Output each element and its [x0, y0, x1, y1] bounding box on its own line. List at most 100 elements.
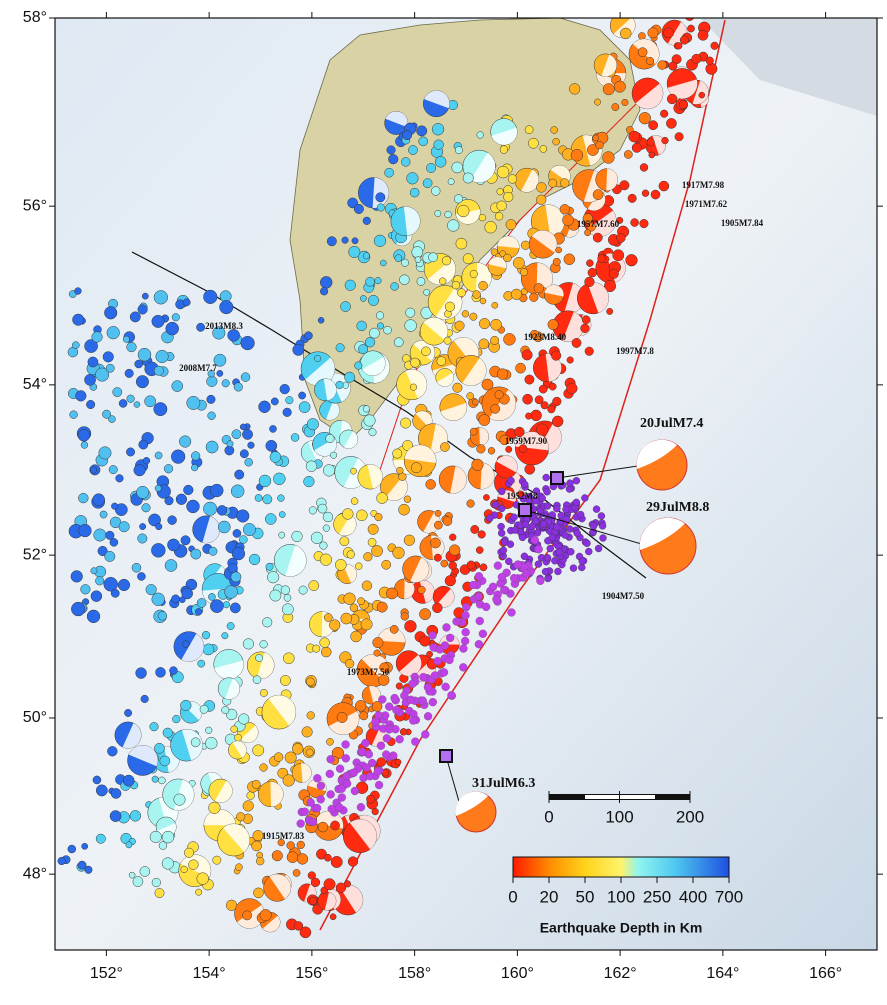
quake-dot [219, 300, 234, 315]
quake-dot [173, 793, 186, 806]
quake-dot [122, 774, 135, 787]
depth-tick-label: 400 [679, 887, 707, 906]
quake-dot [337, 793, 347, 802]
focal-wedge [562, 311, 584, 342]
quake-dot [208, 593, 216, 601]
y-tick-label: 50° [23, 709, 47, 726]
focal-wedge [635, 83, 663, 109]
depth-tick-label: 0 [508, 887, 517, 906]
quake-dot [417, 585, 426, 594]
quake-dot [154, 451, 163, 460]
quake-dot [347, 856, 359, 867]
quake-dot [358, 344, 369, 355]
quake-dot [186, 499, 200, 514]
quake-dot [592, 134, 599, 142]
quake-dot [657, 60, 667, 70]
quake-dot [258, 400, 271, 413]
depth-tick-label: 250 [643, 887, 671, 906]
event-label: 1904M7.50 [602, 591, 645, 601]
quake-dot [253, 887, 264, 899]
quake-dot [108, 465, 118, 475]
quake-dot [308, 817, 318, 827]
quake-dot [191, 451, 201, 461]
quake-dot [373, 767, 383, 776]
quake-dot [510, 513, 518, 521]
quake-dot [305, 748, 314, 757]
focal-wedge [636, 439, 677, 469]
quake-dot [262, 494, 273, 505]
focal-wedge [181, 633, 204, 662]
quake-dot [110, 788, 122, 799]
quake-dot [374, 277, 382, 285]
focal-wedge [436, 588, 455, 608]
focal-wedge [480, 462, 495, 490]
quake-dot [382, 734, 392, 743]
quake-dot [281, 603, 294, 616]
quake-dot [74, 287, 82, 295]
quake-dot [282, 652, 295, 665]
quake-dot [390, 693, 399, 703]
quake-dot [351, 237, 359, 245]
quake-dot [181, 587, 193, 600]
quake-dot [67, 844, 77, 854]
quake-dot [440, 442, 450, 452]
quake-dot [581, 494, 589, 502]
quake-dot [259, 640, 268, 649]
quake-dot [314, 354, 322, 362]
quake-dot [322, 511, 334, 523]
quake-dot [421, 730, 430, 739]
quake-dot [531, 517, 540, 526]
quake-dot [423, 683, 433, 692]
quake-dot [90, 567, 98, 575]
quake-dot [234, 733, 242, 742]
quake-dot [608, 268, 619, 279]
quake-dot [451, 280, 461, 290]
quake-dot [317, 821, 329, 833]
quake-dot [247, 441, 255, 449]
quake-dot [697, 29, 709, 41]
quake-dot [242, 910, 252, 921]
quake-dot [252, 744, 265, 757]
recent-event-label: 29JulM8.8 [646, 500, 709, 515]
quake-dot [569, 83, 581, 95]
quake-dot [660, 109, 669, 118]
quake-dot [627, 193, 637, 203]
quake-dot [581, 315, 591, 325]
quake-dot [406, 172, 419, 185]
quake-dot [457, 288, 466, 298]
quake-dot [254, 494, 263, 502]
quake-dot [419, 608, 432, 621]
quake-dot [411, 246, 424, 258]
quake-dot [316, 781, 326, 791]
quake-dot [602, 83, 615, 96]
quake-dot [476, 444, 486, 454]
quake-dot [108, 415, 116, 423]
focal-wedge [455, 791, 488, 816]
quake-dot [330, 856, 343, 868]
focal-wedge [415, 410, 433, 428]
quake-dot [242, 523, 256, 537]
quake-dot [341, 754, 350, 763]
quake-dot [548, 382, 557, 391]
quake-dot [514, 426, 525, 438]
quake-dot [418, 136, 429, 147]
quake-dot [389, 751, 398, 760]
quake-dot [179, 596, 186, 604]
quake-dot [227, 329, 240, 342]
quake-dot [222, 601, 230, 609]
quake-dot [109, 810, 122, 822]
quake-dot [475, 546, 484, 554]
quake-dot [239, 423, 247, 431]
quake-dot [154, 484, 162, 492]
quake-dot [342, 779, 352, 788]
quake-dot [229, 602, 241, 614]
quake-dot [572, 498, 581, 507]
quake-dot [70, 570, 83, 583]
quake-dot [430, 671, 440, 680]
x-tick-label: 154° [193, 965, 226, 982]
quake-dot [519, 268, 528, 277]
quake-dot [490, 248, 498, 256]
quake-dot [285, 396, 294, 405]
quake-dot [490, 403, 501, 414]
quake-dot [163, 464, 174, 474]
